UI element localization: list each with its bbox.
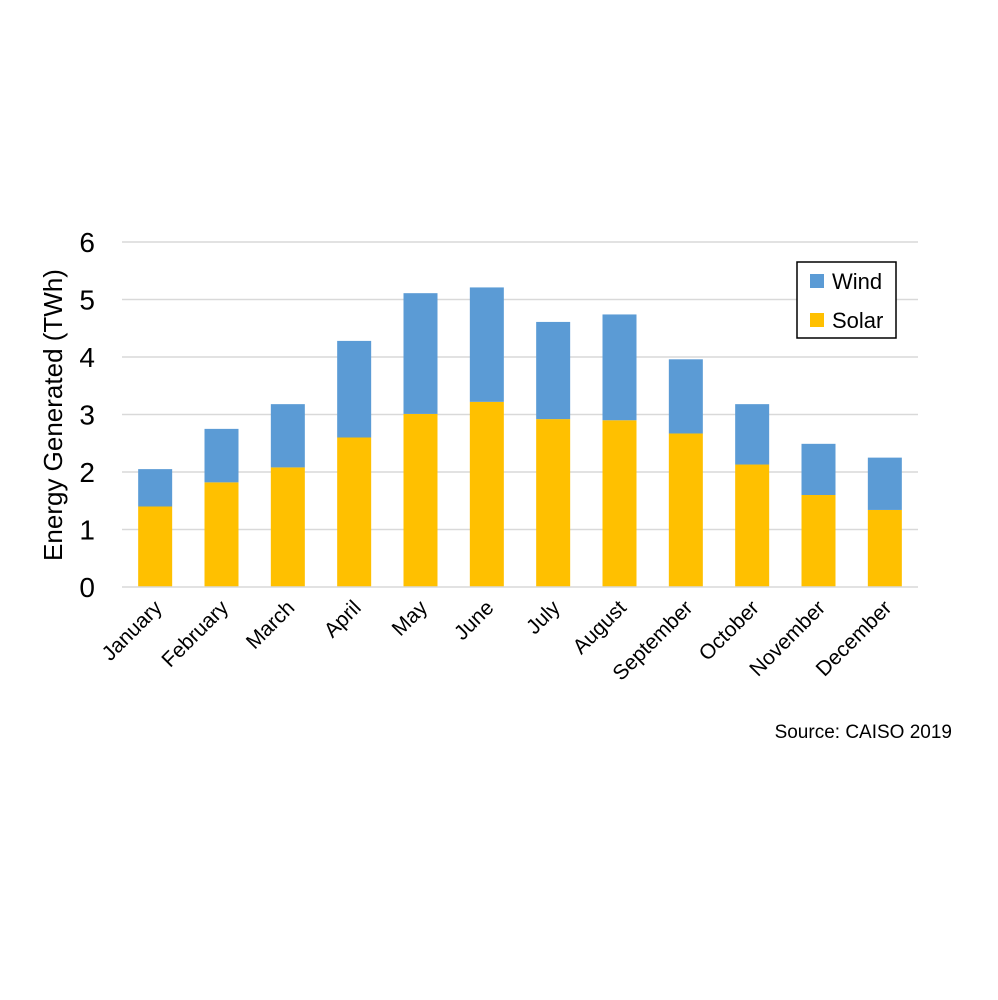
x-category-label: July xyxy=(522,596,565,639)
bar-wind-february xyxy=(204,428,239,483)
y-axis-tick-labels: 0 1 2 3 4 5 6 xyxy=(79,227,95,603)
legend-label-solar: Solar xyxy=(832,308,883,333)
bar-wind-march xyxy=(270,404,305,468)
bar-solar-may xyxy=(403,413,438,587)
bar-wind-october xyxy=(735,404,770,465)
bar-solar-february xyxy=(204,482,239,587)
bar-solar-august xyxy=(602,420,637,587)
y-tick-label: 0 xyxy=(79,572,95,603)
bar-solar-september xyxy=(668,433,703,587)
legend-label-wind: Wind xyxy=(832,269,882,294)
y-tick-label: 5 xyxy=(79,285,95,316)
legend-swatch-solar xyxy=(810,313,824,327)
bar-solar-november xyxy=(801,495,836,587)
x-category-label: October xyxy=(695,596,764,665)
bar-wind-june xyxy=(469,287,504,402)
bar-wind-september xyxy=(668,359,703,434)
gridlines xyxy=(122,241,918,531)
y-tick-label: 1 xyxy=(79,515,95,546)
y-axis-title: Energy Generated (TWh) xyxy=(38,269,68,561)
y-tick-label: 2 xyxy=(79,457,95,488)
x-category-label: April xyxy=(320,596,366,642)
y-tick-label: 6 xyxy=(79,227,95,258)
legend-swatch-wind xyxy=(810,274,824,288)
bar-solar-december xyxy=(867,509,902,587)
bar-wind-december xyxy=(867,457,902,510)
bar-wind-january xyxy=(138,469,173,507)
bar-solar-april xyxy=(337,437,372,587)
bar-solar-june xyxy=(469,401,504,587)
legend: Wind Solar xyxy=(796,261,897,339)
x-category-label: June xyxy=(450,596,498,644)
y-tick-label: 3 xyxy=(79,400,95,431)
x-category-label: August xyxy=(569,596,632,659)
x-category-label: February xyxy=(157,596,233,672)
bar-wind-april xyxy=(337,340,372,438)
x-category-label: May xyxy=(388,596,433,641)
bar-wind-may xyxy=(403,293,438,414)
bar-wind-august xyxy=(602,314,637,421)
bar-solar-january xyxy=(138,506,173,587)
source-note: Source: CAISO 2019 xyxy=(775,722,952,743)
bar-solar-october xyxy=(735,464,770,587)
x-category-label: January xyxy=(98,596,167,665)
bars xyxy=(138,287,902,587)
bar-solar-july xyxy=(536,419,571,587)
y-tick-label: 4 xyxy=(79,342,95,373)
bar-solar-march xyxy=(270,467,305,587)
bar-wind-july xyxy=(536,321,571,420)
x-category-label: March xyxy=(242,596,300,654)
bar-wind-november xyxy=(801,443,836,495)
